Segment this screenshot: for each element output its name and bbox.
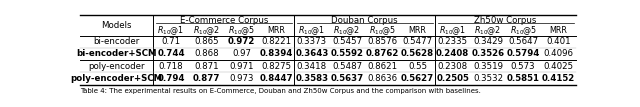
Text: 0.4152: 0.4152 xyxy=(542,74,575,83)
Text: 0.3583: 0.3583 xyxy=(295,74,328,83)
Text: 0.5851: 0.5851 xyxy=(507,74,540,83)
Text: 0.3532: 0.3532 xyxy=(473,74,503,83)
Text: $R_{10}$@2: $R_{10}$@2 xyxy=(333,24,361,37)
Text: 0.97: 0.97 xyxy=(232,49,251,58)
Text: $R_{10}$@2: $R_{10}$@2 xyxy=(474,24,502,37)
Text: 0.55: 0.55 xyxy=(408,62,427,71)
Text: 0.5477: 0.5477 xyxy=(403,37,433,46)
Text: 0.868: 0.868 xyxy=(194,49,218,58)
Text: bi-encoder: bi-encoder xyxy=(93,37,140,46)
Text: 0.877: 0.877 xyxy=(193,74,220,83)
Text: 0.3526: 0.3526 xyxy=(472,49,504,58)
Text: 0.3643: 0.3643 xyxy=(295,49,328,58)
Text: 0.5457: 0.5457 xyxy=(332,37,362,46)
Text: bi-encoder+SCM: bi-encoder+SCM xyxy=(76,49,157,58)
Text: 0.972: 0.972 xyxy=(228,37,255,46)
Text: $R_{10}$@1: $R_{10}$@1 xyxy=(298,24,326,37)
Text: poly-encoder+SCM: poly-encoder+SCM xyxy=(70,74,163,83)
Text: 0.5794: 0.5794 xyxy=(506,49,540,58)
Text: 0.865: 0.865 xyxy=(194,37,218,46)
Text: $R_{10}$@5: $R_{10}$@5 xyxy=(369,24,396,37)
Text: 0.2505: 0.2505 xyxy=(436,74,469,83)
Text: 0.4096: 0.4096 xyxy=(543,49,573,58)
Text: 0.5487: 0.5487 xyxy=(332,62,362,71)
Text: 0.5647: 0.5647 xyxy=(508,37,538,46)
Text: $R_{10}$@5: $R_{10}$@5 xyxy=(228,24,255,37)
Text: E-Commerce Corpus: E-Commerce Corpus xyxy=(180,16,268,25)
Text: $R_{10}$@5: $R_{10}$@5 xyxy=(509,24,537,37)
Text: 0.5637: 0.5637 xyxy=(330,74,364,83)
Text: 0.8394: 0.8394 xyxy=(260,49,293,58)
Text: Table 4: The experimental results on E-Commerce, Douban and Zh50w Corpus and the: Table 4: The experimental results on E-C… xyxy=(80,88,481,94)
Text: 0.2408: 0.2408 xyxy=(436,49,469,58)
Text: MRR: MRR xyxy=(268,26,285,35)
Text: 0.4025: 0.4025 xyxy=(543,62,573,71)
Text: 0.871: 0.871 xyxy=(194,62,218,71)
Text: 0.8636: 0.8636 xyxy=(367,74,397,83)
Text: 0.401: 0.401 xyxy=(546,37,571,46)
Text: $R_{10}$@1: $R_{10}$@1 xyxy=(157,24,184,37)
Text: Douban Corpus: Douban Corpus xyxy=(332,16,398,25)
Text: poly-encoder: poly-encoder xyxy=(88,62,145,71)
Text: MRR: MRR xyxy=(550,26,567,35)
Text: 0.971: 0.971 xyxy=(229,62,253,71)
Text: 0.573: 0.573 xyxy=(511,62,536,71)
Text: 0.5592: 0.5592 xyxy=(331,49,364,58)
Text: 0.8762: 0.8762 xyxy=(365,49,399,58)
Text: 0.3519: 0.3519 xyxy=(473,62,503,71)
Text: 0.8275: 0.8275 xyxy=(262,62,292,71)
Text: MRR: MRR xyxy=(408,26,426,35)
Text: 0.794: 0.794 xyxy=(157,74,185,83)
Text: 0.2335: 0.2335 xyxy=(438,37,468,46)
Text: 0.8447: 0.8447 xyxy=(260,74,294,83)
Text: 0.5628: 0.5628 xyxy=(401,49,434,58)
Text: 0.8221: 0.8221 xyxy=(262,37,292,46)
Text: $R_{10}$@1: $R_{10}$@1 xyxy=(439,24,467,37)
Text: 0.8576: 0.8576 xyxy=(367,37,397,46)
Text: 0.5627: 0.5627 xyxy=(401,74,434,83)
Text: 0.718: 0.718 xyxy=(159,62,183,71)
Text: 0.744: 0.744 xyxy=(157,49,185,58)
Text: Zh50w Corpus: Zh50w Corpus xyxy=(474,16,537,25)
Text: 0.3418: 0.3418 xyxy=(297,62,327,71)
Text: 0.3373: 0.3373 xyxy=(297,37,327,46)
Text: Models: Models xyxy=(102,21,132,30)
Text: $R_{10}$@2: $R_{10}$@2 xyxy=(193,24,220,37)
Text: 0.973: 0.973 xyxy=(229,74,253,83)
Text: 0.3429: 0.3429 xyxy=(473,37,503,46)
Text: 0.8621: 0.8621 xyxy=(367,62,397,71)
Text: 0.2308: 0.2308 xyxy=(438,62,468,71)
Text: 0.71: 0.71 xyxy=(161,37,180,46)
